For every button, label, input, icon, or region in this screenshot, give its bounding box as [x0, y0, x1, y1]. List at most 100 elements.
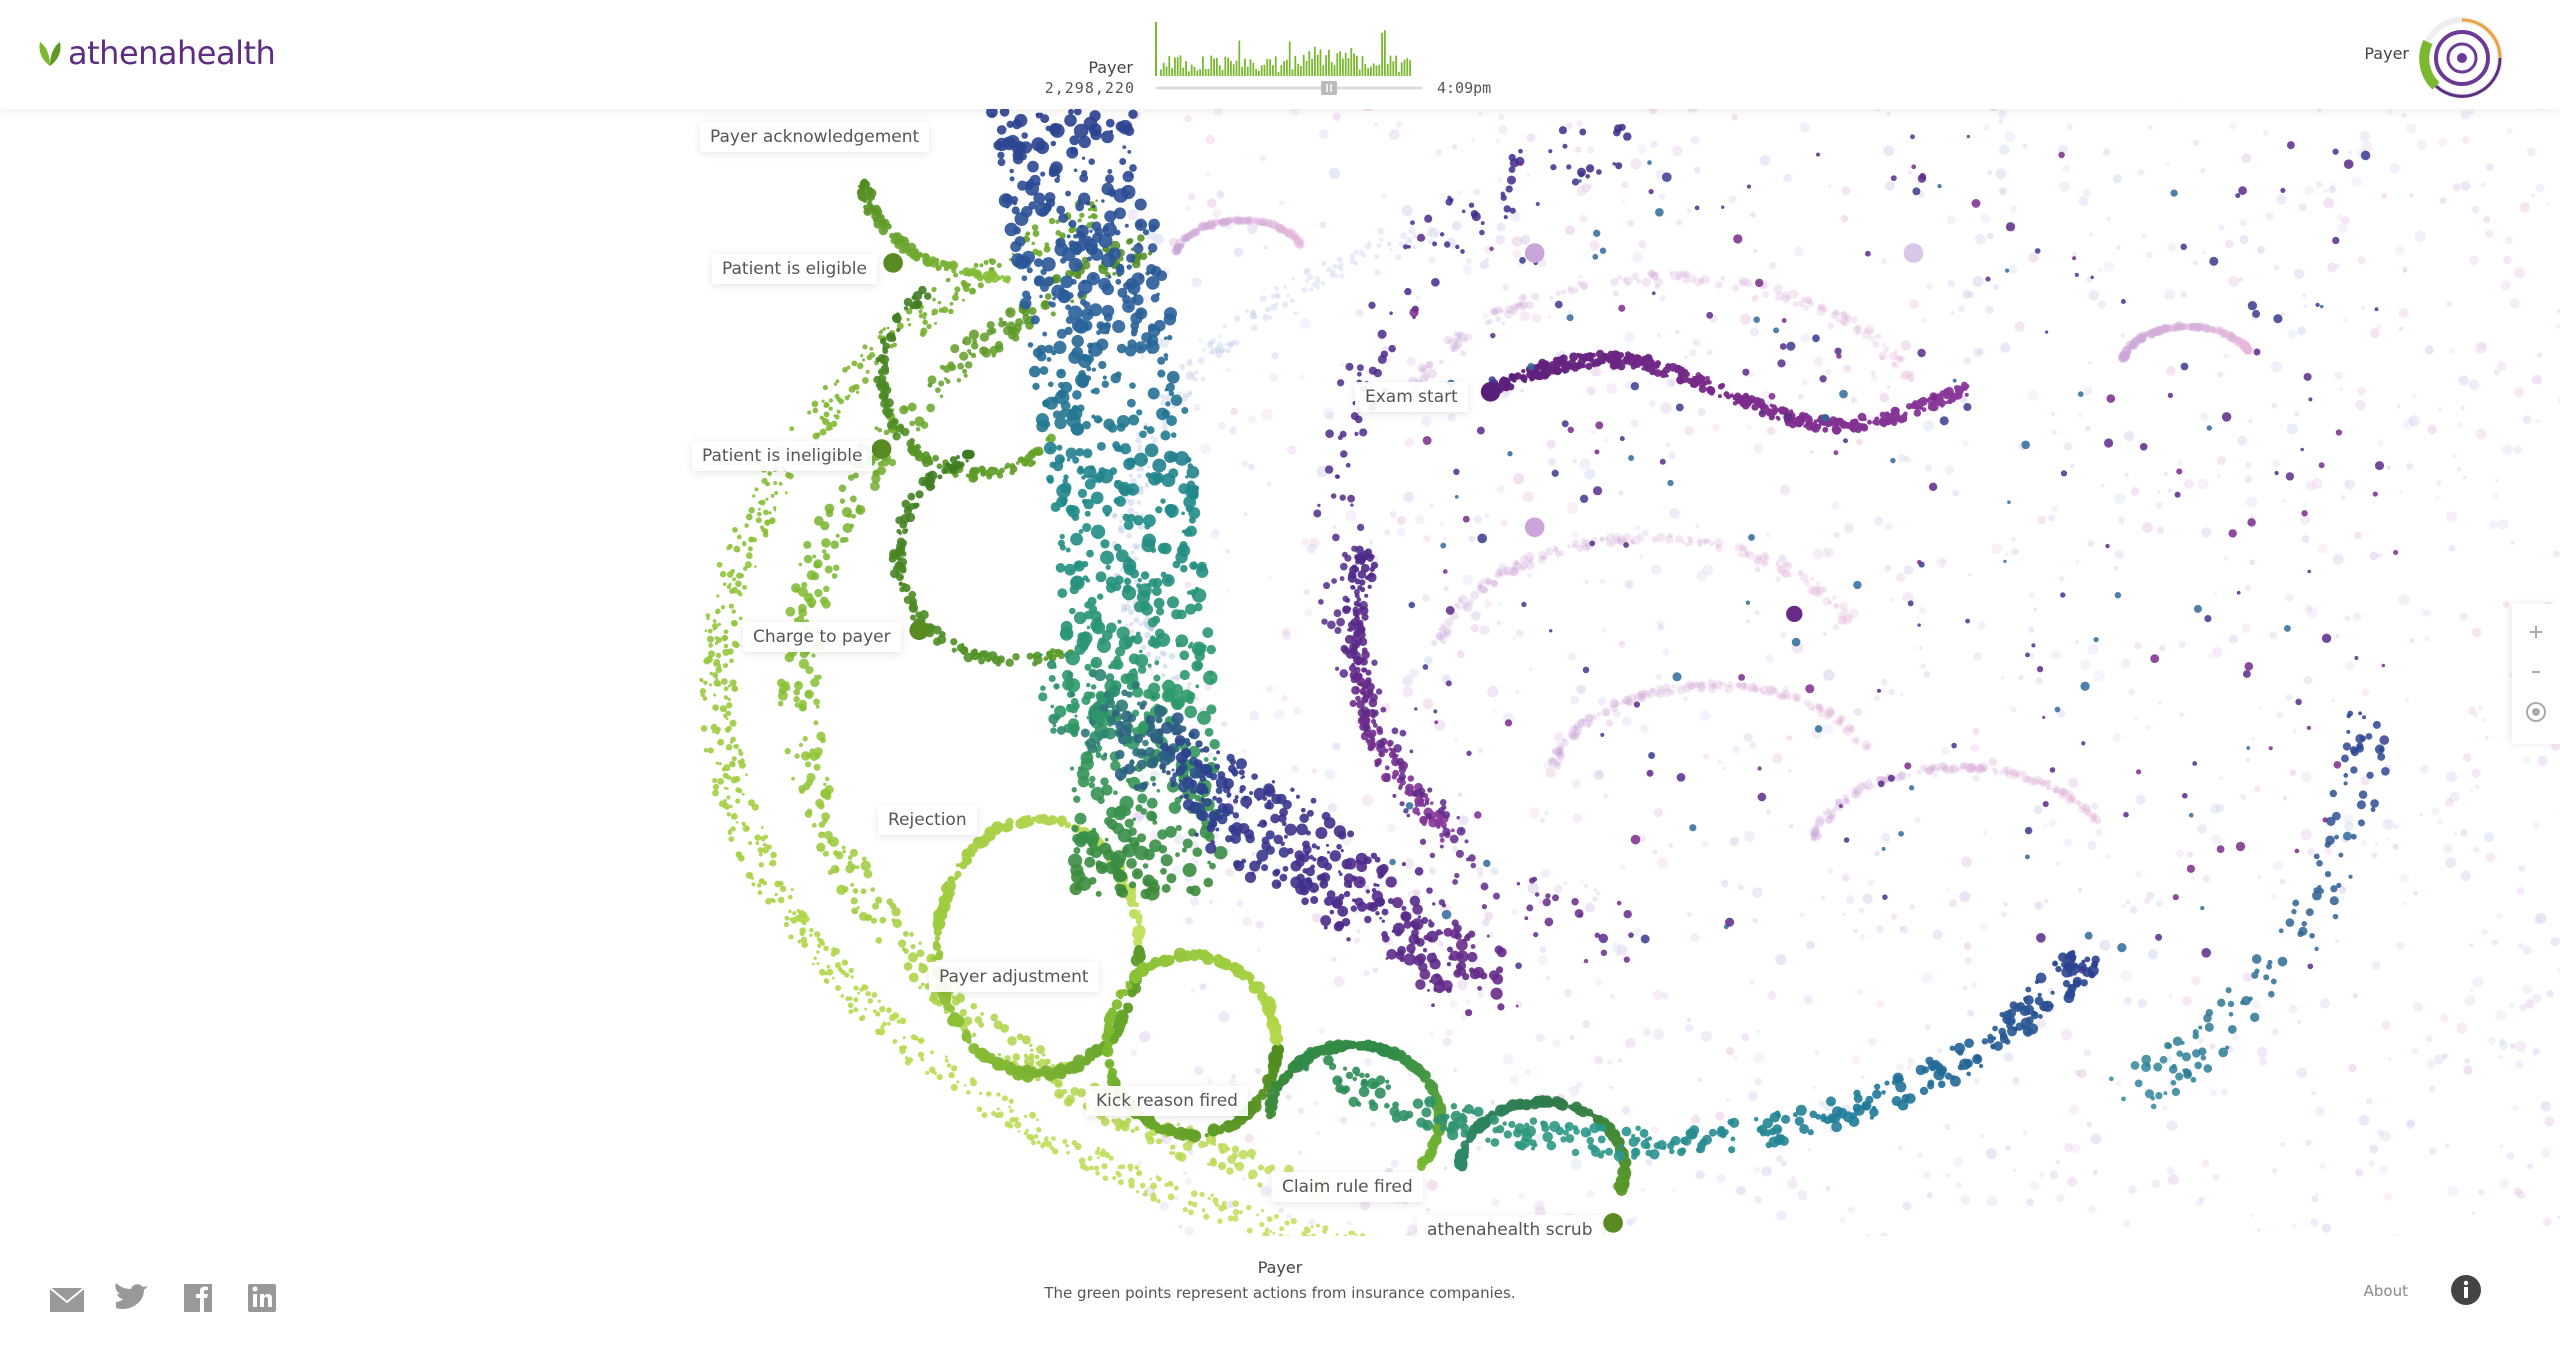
particle	[1206, 1078, 1213, 1085]
particle	[884, 410, 892, 419]
particle	[890, 335, 897, 342]
particle	[1814, 703, 1822, 710]
particle	[1209, 1159, 1218, 1167]
particle	[1007, 309, 1012, 315]
particle	[1946, 1173, 1951, 1178]
particle	[1253, 217, 1261, 225]
particle	[2426, 1059, 2436, 1069]
particle	[1431, 639, 1438, 647]
particle	[723, 695, 728, 700]
particle	[1603, 793, 1608, 799]
particle	[2497, 519, 2509, 530]
particle	[902, 406, 909, 412]
particle	[1256, 948, 1261, 952]
particle	[2256, 245, 2265, 254]
particle	[1982, 830, 1988, 836]
particle	[850, 897, 858, 905]
particle	[2510, 1043, 2516, 1049]
particle	[2522, 415, 2532, 424]
particle	[1414, 514, 1425, 525]
particle	[2066, 124, 2073, 131]
particle	[1456, 604, 1463, 611]
particle	[2079, 659, 2091, 671]
particle	[758, 500, 762, 505]
particle	[1716, 1173, 1726, 1183]
particle	[719, 571, 727, 578]
particle	[1311, 768, 1317, 774]
particle	[963, 652, 974, 663]
particle	[2396, 404, 2401, 409]
particle	[1386, 823, 1396, 833]
particle	[2513, 267, 2525, 279]
particle	[1751, 294, 1759, 302]
particle	[914, 449, 923, 458]
particle	[1263, 218, 1273, 227]
particle	[2215, 803, 2225, 813]
particle	[2051, 650, 2061, 660]
particle	[731, 609, 736, 614]
particle	[2381, 192, 2388, 199]
particle	[1102, 266, 1107, 270]
particle	[1739, 313, 1752, 326]
particle	[1902, 370, 1912, 380]
particle	[2340, 886, 2346, 891]
particle	[1477, 582, 1483, 588]
particle	[1952, 489, 1959, 497]
particle	[2085, 425, 2091, 432]
particle	[1675, 535, 1684, 544]
particle	[840, 994, 845, 998]
particle	[738, 616, 743, 621]
particle	[1425, 361, 1433, 369]
particle	[1419, 373, 1429, 384]
particle	[807, 410, 812, 415]
particle	[1612, 709, 1621, 718]
particle	[871, 991, 878, 998]
particle	[959, 270, 964, 275]
particle	[1147, 1120, 1153, 1126]
particle	[1005, 658, 1014, 667]
particle	[1419, 367, 1426, 374]
particle	[1525, 300, 1535, 310]
particle	[1449, 342, 1459, 353]
particle	[1621, 716, 1632, 727]
particle	[2241, 343, 2250, 351]
particle	[1498, 571, 1503, 576]
particle	[1655, 673, 1663, 680]
particle	[2249, 559, 2256, 566]
particle	[1631, 272, 1640, 281]
particle	[2028, 252, 2039, 263]
particle	[2445, 1143, 2450, 1148]
particle	[1101, 1032, 1111, 1042]
particle	[1319, 221, 1327, 229]
particle	[704, 629, 708, 633]
particle	[1545, 767, 1556, 779]
particle	[2334, 938, 2340, 944]
particle	[1268, 575, 1273, 580]
particle	[1891, 361, 1899, 369]
particle	[1962, 985, 1968, 991]
particle	[1238, 1149, 1249, 1160]
particle	[1725, 1046, 1735, 1056]
particle	[1276, 225, 1284, 232]
particle	[1068, 227, 1075, 234]
particle	[1217, 334, 1221, 338]
particle	[828, 406, 833, 411]
particle	[1676, 684, 1686, 695]
particle	[2376, 1129, 2384, 1137]
particle	[965, 459, 969, 463]
particle	[875, 937, 883, 944]
particle	[965, 473, 970, 478]
particle	[2355, 399, 2366, 411]
particle	[1219, 217, 1229, 228]
particle	[1749, 372, 1755, 378]
particle	[1293, 235, 1300, 242]
particle	[1659, 295, 1666, 302]
particle	[824, 972, 828, 976]
particle	[1116, 1020, 1123, 1027]
particle	[2321, 1223, 2331, 1233]
particle	[905, 1056, 909, 1060]
particle	[2218, 224, 2225, 231]
particle	[944, 1055, 948, 1059]
particle	[1886, 385, 1890, 389]
particle	[1261, 408, 1273, 420]
